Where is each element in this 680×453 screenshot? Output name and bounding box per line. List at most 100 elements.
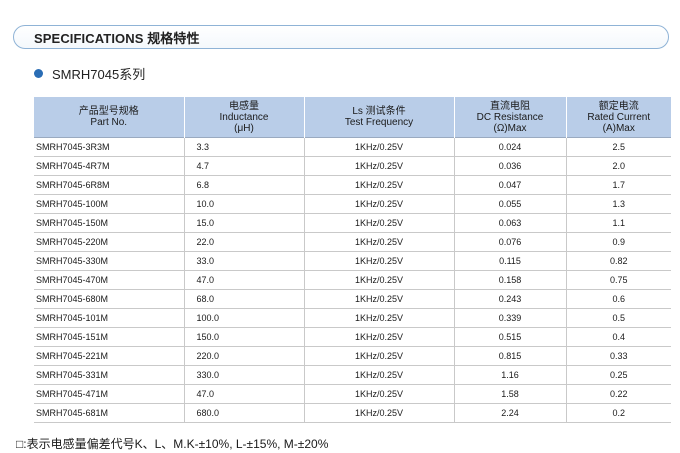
test-frequency-cell: 1KHz/0.25V bbox=[303, 403, 454, 423]
dc-resistance-cell: 0.158 bbox=[453, 270, 566, 290]
inductance-cell: 15.0 bbox=[183, 213, 304, 233]
series-heading: SMRH7045系列 bbox=[34, 64, 145, 83]
dc-resistance-cell: 1.16 bbox=[453, 365, 566, 385]
table-row: SMRH7045-6R8M 6.8 1KHz/0.25V 0.047 1.7 bbox=[34, 175, 671, 195]
table-row: SMRH7045-221M 220.0 1KHz/0.25V 0.815 0.33 bbox=[34, 346, 671, 366]
section-header-bar: SPECIFICATIONS 规格特性 bbox=[13, 25, 669, 49]
inductance-cell: 3.3 bbox=[183, 137, 304, 157]
test-frequency-cell: 1KHz/0.25V bbox=[303, 308, 454, 328]
rated-current-cell: 0.75 bbox=[565, 270, 671, 290]
dc-resistance-cell: 0.036 bbox=[453, 156, 566, 176]
part-number-cell: SMRH7045-681M bbox=[34, 403, 184, 423]
column-header-test-frequency: Ls 测试条件 Test Frequency bbox=[303, 97, 454, 138]
test-frequency-cell: 1KHz/0.25V bbox=[303, 232, 454, 252]
inductance-cell: 22.0 bbox=[183, 232, 304, 252]
dc-resistance-cell: 0.515 bbox=[453, 327, 566, 347]
test-frequency-cell: 1KHz/0.25V bbox=[303, 137, 454, 157]
part-number-cell: SMRH7045-680M bbox=[34, 289, 184, 309]
table-row: SMRH7045-100M 10.0 1KHz/0.25V 0.055 1.3 bbox=[34, 194, 671, 214]
rated-current-cell: 0.9 bbox=[565, 232, 671, 252]
table-row: SMRH7045-3R3M 3.3 1KHz/0.25V 0.024 2.5 bbox=[34, 137, 671, 157]
dc-resistance-cell: 0.815 bbox=[453, 346, 566, 366]
rated-current-cell: 0.22 bbox=[565, 384, 671, 404]
rated-current-cell: 2.5 bbox=[565, 137, 671, 157]
table-row: SMRH7045-471M 47.0 1KHz/0.25V 1.58 0.22 bbox=[34, 384, 671, 404]
dc-resistance-cell: 0.047 bbox=[453, 175, 566, 195]
column-header-dc-resistance: 直流电阻 DC Resistance (Ω)Max bbox=[453, 97, 566, 138]
column-header-rated-current: 额定电流 Rated Current (A)Max bbox=[565, 97, 671, 138]
part-number-cell: SMRH7045-101M bbox=[34, 308, 184, 328]
rated-current-cell: 0.82 bbox=[565, 251, 671, 271]
part-number-cell: SMRH7045-151M bbox=[34, 327, 184, 347]
test-frequency-cell: 1KHz/0.25V bbox=[303, 175, 454, 195]
inductance-cell: 33.0 bbox=[183, 251, 304, 271]
part-number-cell: SMRH7045-150M bbox=[34, 213, 184, 233]
test-frequency-cell: 1KHz/0.25V bbox=[303, 365, 454, 385]
part-number-cell: SMRH7045-100M bbox=[34, 194, 184, 214]
rated-current-cell: 0.25 bbox=[565, 365, 671, 385]
part-number-cell: SMRH7045-3R3M bbox=[34, 137, 184, 157]
part-number-cell: SMRH7045-331M bbox=[34, 365, 184, 385]
test-frequency-cell: 1KHz/0.25V bbox=[303, 156, 454, 176]
dc-resistance-cell: 0.063 bbox=[453, 213, 566, 233]
part-number-cell: SMRH7045-220M bbox=[34, 232, 184, 252]
spec-table: 产品型号规格 Part No. 电感量 Inductance (μH) Ls 测… bbox=[34, 97, 671, 423]
column-header-part: 产品型号规格 Part No. bbox=[34, 97, 184, 138]
rated-current-cell: 0.2 bbox=[565, 403, 671, 423]
dc-resistance-cell: 0.339 bbox=[453, 308, 566, 328]
dc-resistance-cell: 0.115 bbox=[453, 251, 566, 271]
table-row: SMRH7045-681M 680.0 1KHz/0.25V 2.24 0.2 bbox=[34, 403, 671, 423]
inductance-cell: 680.0 bbox=[183, 403, 304, 423]
dc-resistance-cell: 0.243 bbox=[453, 289, 566, 309]
table-row: SMRH7045-680M 68.0 1KHz/0.25V 0.243 0.6 bbox=[34, 289, 671, 309]
rated-current-cell: 1.1 bbox=[565, 213, 671, 233]
inductance-cell: 68.0 bbox=[183, 289, 304, 309]
test-frequency-cell: 1KHz/0.25V bbox=[303, 384, 454, 404]
dc-resistance-cell: 2.24 bbox=[453, 403, 566, 423]
test-frequency-cell: 1KHz/0.25V bbox=[303, 327, 454, 347]
table-row: SMRH7045-220M 22.0 1KHz/0.25V 0.076 0.9 bbox=[34, 232, 671, 252]
rated-current-cell: 0.33 bbox=[565, 346, 671, 366]
table-row: SMRH7045-330M 33.0 1KHz/0.25V 0.115 0.82 bbox=[34, 251, 671, 271]
test-frequency-cell: 1KHz/0.25V bbox=[303, 346, 454, 366]
test-frequency-cell: 1KHz/0.25V bbox=[303, 194, 454, 214]
part-number-cell: SMRH7045-330M bbox=[34, 251, 184, 271]
rated-current-cell: 0.5 bbox=[565, 308, 671, 328]
table-row: SMRH7045-4R7M 4.7 1KHz/0.25V 0.036 2.0 bbox=[34, 156, 671, 176]
table-row: SMRH7045-470M 47.0 1KHz/0.25V 0.158 0.75 bbox=[34, 270, 671, 290]
table-row: SMRH7045-331M 330.0 1KHz/0.25V 1.16 0.25 bbox=[34, 365, 671, 385]
table-row: SMRH7045-151M 150.0 1KHz/0.25V 0.515 0.4 bbox=[34, 327, 671, 347]
rated-current-cell: 1.3 bbox=[565, 194, 671, 214]
table-header-row: 产品型号规格 Part No. 电感量 Inductance (μH) Ls 测… bbox=[34, 97, 671, 138]
test-frequency-cell: 1KHz/0.25V bbox=[303, 251, 454, 271]
test-frequency-cell: 1KHz/0.25V bbox=[303, 289, 454, 309]
inductance-cell: 330.0 bbox=[183, 365, 304, 385]
rated-current-cell: 0.4 bbox=[565, 327, 671, 347]
inductance-cell: 100.0 bbox=[183, 308, 304, 328]
dc-resistance-cell: 0.055 bbox=[453, 194, 566, 214]
tolerance-note: □:表示电感量偏差代号K、L、M.K-±10%, L-±15%, M-±20% bbox=[16, 437, 329, 451]
part-number-cell: SMRH7045-471M bbox=[34, 384, 184, 404]
inductance-cell: 4.7 bbox=[183, 156, 304, 176]
test-frequency-cell: 1KHz/0.25V bbox=[303, 270, 454, 290]
dc-resistance-cell: 1.58 bbox=[453, 384, 566, 404]
part-number-cell: SMRH7045-6R8M bbox=[34, 175, 184, 195]
rated-current-cell: 1.7 bbox=[565, 175, 671, 195]
dc-resistance-cell: 0.024 bbox=[453, 137, 566, 157]
part-number-cell: SMRH7045-221M bbox=[34, 346, 184, 366]
rated-current-cell: 2.0 bbox=[565, 156, 671, 176]
table-row: SMRH7045-150M 15.0 1KHz/0.25V 0.063 1.1 bbox=[34, 213, 671, 233]
series-label: SMRH7045系列 bbox=[52, 67, 146, 82]
column-header-inductance: 电感量 Inductance (μH) bbox=[183, 97, 304, 138]
inductance-cell: 47.0 bbox=[183, 270, 304, 290]
dc-resistance-cell: 0.076 bbox=[453, 232, 566, 252]
rated-current-cell: 0.6 bbox=[565, 289, 671, 309]
test-frequency-cell: 1KHz/0.25V bbox=[303, 213, 454, 233]
inductance-cell: 150.0 bbox=[183, 327, 304, 347]
table-row: SMRH7045-101M 100.0 1KHz/0.25V 0.339 0.5 bbox=[34, 308, 671, 328]
inductance-cell: 10.0 bbox=[183, 194, 304, 214]
inductance-cell: 6.8 bbox=[183, 175, 304, 195]
part-number-cell: SMRH7045-470M bbox=[34, 270, 184, 290]
part-number-cell: SMRH7045-4R7M bbox=[34, 156, 184, 176]
inductance-cell: 220.0 bbox=[183, 346, 304, 366]
